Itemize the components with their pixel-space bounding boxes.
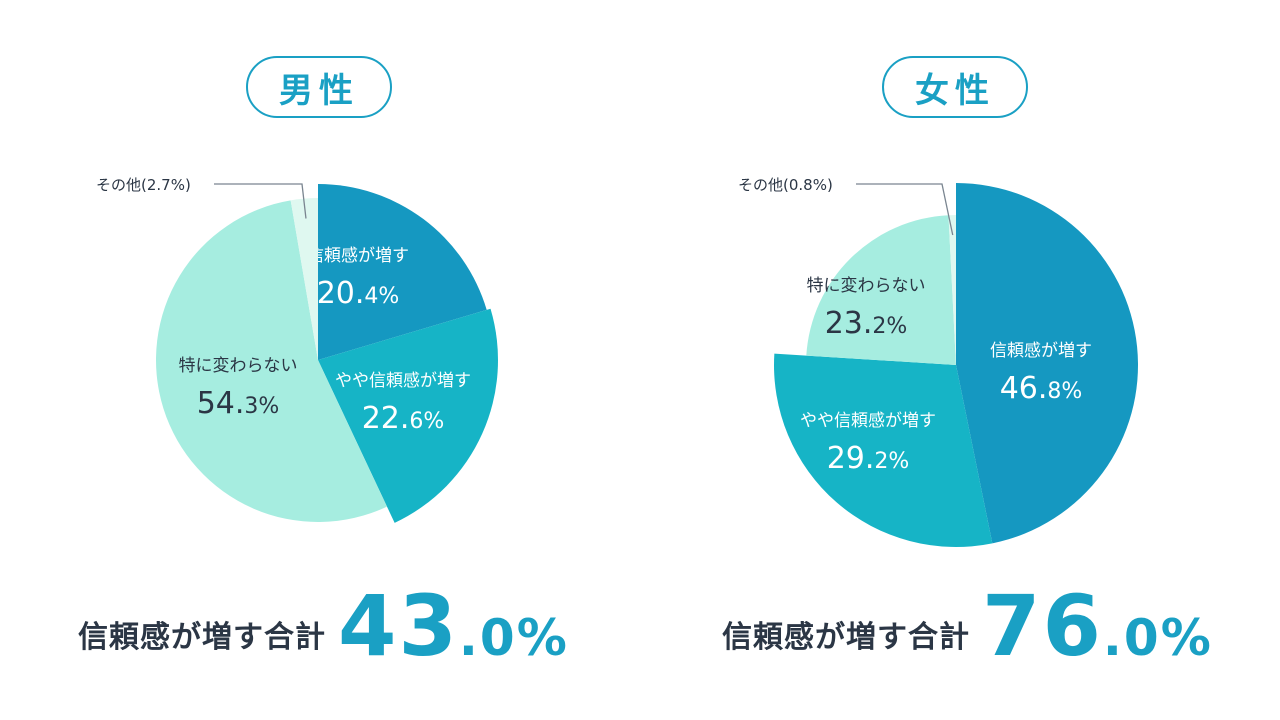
other-callout-line <box>856 183 954 236</box>
pie-slice <box>290 198 318 360</box>
total-label: 信頼感が増す合計 <box>722 620 970 655</box>
chart-female: 女性 信頼感が増す 46.8% やや信頼感が増す 29.2% 特に変わらない 23.2% そ… <box>640 0 1280 720</box>
slice-label: やや信頼感が増す <box>335 371 471 391</box>
slice-label: 信頼感が増す <box>307 246 409 266</box>
chart-male: 男性 信頼感が増す 20.4% やや信頼感が増す 22.6% 特に変わらない 54.3% そ… <box>78 56 569 676</box>
total-row: 信頼感が増す合計 76.0% <box>722 577 1213 676</box>
total-value: 76.0% <box>982 577 1213 675</box>
other-callout-label: その他(0.8%) <box>738 176 833 194</box>
other-callout-line <box>214 183 307 219</box>
total-row: 信頼感が増す合計 43.0% <box>78 577 569 676</box>
pie-slice <box>318 308 499 523</box>
slice-value: 20.4% <box>317 276 400 311</box>
total-label: 信頼感が増す合計 <box>78 620 326 655</box>
pie-slice <box>318 184 487 360</box>
slice-label: 信頼感が増す <box>990 341 1092 361</box>
pie-slice <box>956 183 1139 544</box>
chart-title: 女性 <box>882 56 1028 118</box>
pie-slice <box>774 353 993 547</box>
slice-value: 23.2% <box>825 306 908 341</box>
slice-label: やや信頼感が増す <box>800 411 936 431</box>
pie-chart: 信頼感が増す 20.4% やや信頼感が増す 22.6% 特に変わらない 54.3% その他(… <box>96 176 499 523</box>
chart-title: 男性 <box>246 56 392 118</box>
pie-slice <box>948 215 956 365</box>
pie-chart: 信頼感が増す 46.8% やや信頼感が増す 29.2% 特に変わらない 23.2% その他(… <box>738 176 1139 547</box>
slice-value: 22.6% <box>362 401 445 436</box>
slice-value: 46.8% <box>1000 371 1083 406</box>
slice-label: 特に変わらない <box>807 276 926 296</box>
slice-value: 29.2% <box>827 441 910 476</box>
other-callout-label: その他(2.7%) <box>96 176 191 194</box>
slice-value: 54.3% <box>197 386 280 421</box>
total-value: 43.0% <box>338 577 569 675</box>
slice-label: 特に変わらない <box>179 356 298 376</box>
pie-slice <box>806 215 956 365</box>
pie-slice <box>156 200 387 523</box>
